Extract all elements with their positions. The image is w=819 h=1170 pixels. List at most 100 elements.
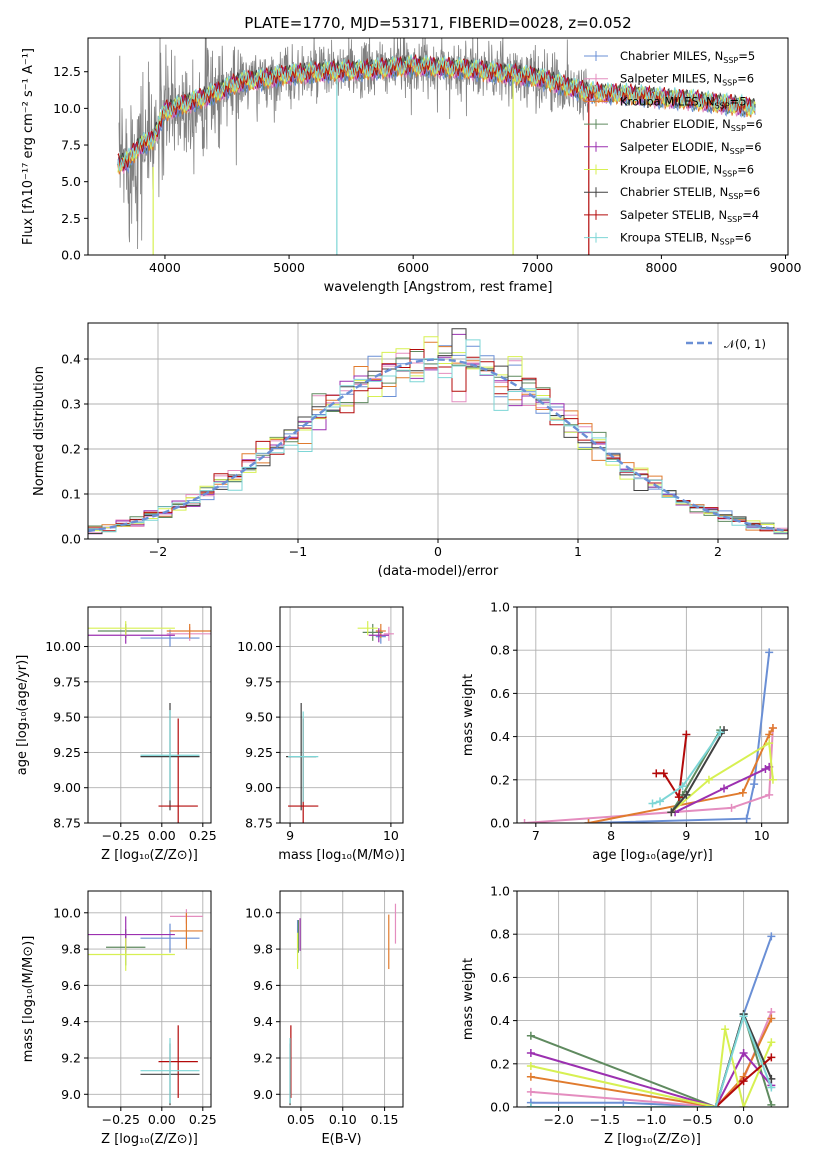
x-axis-label: age [log₁₀(age/yr)] <box>592 848 713 863</box>
errorbar-plot-area <box>88 909 203 1106</box>
legend-label-6: Chabrier STELIB, NSSP=6 <box>620 185 760 201</box>
legend-series-name: Salpeter MILES <box>620 72 706 86</box>
y-tick-label: 9.6 <box>61 978 81 993</box>
massweight-marker <box>716 728 725 737</box>
y-tick-label: 5.0 <box>61 174 81 189</box>
massweight-marker <box>765 648 774 657</box>
y-tick-label: 1.0 <box>490 884 510 899</box>
massweight-series-8 <box>652 731 722 805</box>
massweight-marker <box>526 1087 535 1096</box>
legend-series-name: Chabrier ELODIE <box>620 117 715 131</box>
x-tick-label: 1 <box>574 544 582 559</box>
legend-series-name: Salpeter ELODIE <box>620 140 714 154</box>
legend-nssp: 6 <box>753 185 760 199</box>
massweight-marker <box>682 790 691 799</box>
massweight-marker <box>767 1053 776 1062</box>
legend-nssp: 6 <box>755 117 762 131</box>
axes-frame <box>87 890 212 1108</box>
x-tick-label: 8000 <box>645 260 677 275</box>
chart-title: PLATE=1770, MJD=53171, FIBERID=0028, z=0… <box>244 14 631 32</box>
legend-nssp: 6 <box>744 231 751 245</box>
x-tick-label: 2 <box>714 544 722 559</box>
massweight-marker <box>520 819 529 823</box>
x-tick-label: −0.5 <box>682 1112 712 1127</box>
x-axis-label: Z [log₁₀(Z/Z⊙)] <box>101 848 198 863</box>
y-tick-label: 9.2 <box>253 1050 273 1065</box>
y-tick-label: 9.2 <box>61 1050 81 1065</box>
y-axis-label: Normed distribution <box>32 366 47 496</box>
x-tick-label: −1.0 <box>636 1112 666 1127</box>
y-tick-label: 0.4 <box>490 729 510 744</box>
x-tick-label: −2.0 <box>543 1112 573 1127</box>
errorbar-plot-area <box>289 903 397 1106</box>
y-tick-label: 0.2 <box>490 1056 510 1071</box>
axes-frame <box>516 606 789 824</box>
y-tick-label: 9.50 <box>53 710 81 725</box>
y-tick-label: 9.25 <box>245 745 273 760</box>
x-tick-label: 0.00 <box>148 1112 176 1127</box>
y-tick-label: 0.8 <box>490 643 510 658</box>
x-tick-label: 0.0 <box>734 1112 754 1127</box>
y-tick-label: 10.00 <box>237 639 273 654</box>
massweight-marker <box>765 790 774 799</box>
axes-frame <box>87 322 789 540</box>
massweight-marker <box>738 788 747 797</box>
y-tick-label: 7.5 <box>61 138 81 153</box>
x-tick-label: −2 <box>149 544 167 559</box>
y-tick-label: 0.6 <box>490 686 510 701</box>
massweight-marker <box>765 730 774 739</box>
errorbar-plot-area <box>88 621 211 823</box>
legend-nssp: 6 <box>747 163 754 177</box>
massweight-marker <box>742 814 751 823</box>
legend-series-name: Kroupa STELIB <box>620 231 704 245</box>
massweight-marker <box>704 775 713 784</box>
x-tick-label: 9000 <box>770 260 802 275</box>
x-tick-label: 0.10 <box>329 1112 357 1127</box>
massweight-marker <box>767 932 776 941</box>
legend-nssp: 6 <box>754 140 761 154</box>
x-tick-label: −1 <box>289 544 307 559</box>
massweight-marker <box>767 1038 776 1047</box>
massweight-marker <box>526 1072 535 1081</box>
massweight-marker <box>767 1100 776 1107</box>
massweight-marker <box>739 1012 748 1021</box>
x-tick-label: 0.25 <box>189 1112 217 1127</box>
x-tick-label: 8 <box>607 828 615 843</box>
massweight-marker <box>674 793 683 802</box>
x-tick-label: 5000 <box>273 260 305 275</box>
y-axis-label: age [log₁₀(age/yr)] <box>15 655 30 776</box>
massweight-series-8 <box>530 1013 773 1107</box>
y-tick-label: 9.8 <box>253 942 273 957</box>
massweight-marker <box>526 1061 535 1070</box>
x-tick-label: 0.00 <box>148 828 176 843</box>
legend-nssp: 5 <box>739 94 746 108</box>
y-tick-label: 9.00 <box>53 780 81 795</box>
legend-label-8: Kroupa STELIB, NSSP=6 <box>620 231 752 247</box>
x-tick-label: 10 <box>383 828 399 843</box>
legend-nssp: 5 <box>748 49 755 63</box>
legend-label-5: Kroupa ELODIE, NSSP=6 <box>620 163 754 179</box>
massweight-marker <box>767 1083 776 1092</box>
massweight-marker <box>584 819 593 823</box>
y-tick-label: 0.3 <box>61 397 81 412</box>
y-tick-label: 9.75 <box>245 674 273 689</box>
legend-label-normal: 𝒩(0, 1) <box>724 337 766 351</box>
x-tick-label: −0.25 <box>102 1112 140 1127</box>
legend-label-2: Kroupa MILES, NSSP=5 <box>620 94 747 110</box>
legend-label-3: Chabrier ELODIE, NSSP=6 <box>620 117 763 133</box>
massweight-marker <box>768 723 777 732</box>
y-tick-label: 8.75 <box>245 816 273 831</box>
y-axis-label: mass weight <box>461 958 476 1040</box>
y-tick-label: 9.0 <box>61 1087 81 1102</box>
x-tick-label: 7 <box>532 828 540 843</box>
y-tick-label: 1.0 <box>490 600 510 615</box>
y-tick-label: 0.2 <box>61 442 81 457</box>
legend-label-1: Salpeter MILES, NSSP=6 <box>620 72 754 88</box>
axes-frame <box>279 890 404 1108</box>
y-tick-label: 9.00 <box>245 780 273 795</box>
massweight-marker <box>678 782 687 791</box>
x-tick-label: 0 <box>434 544 442 559</box>
axes-frame <box>87 606 212 824</box>
y-tick-label: 0.0 <box>490 1100 510 1115</box>
